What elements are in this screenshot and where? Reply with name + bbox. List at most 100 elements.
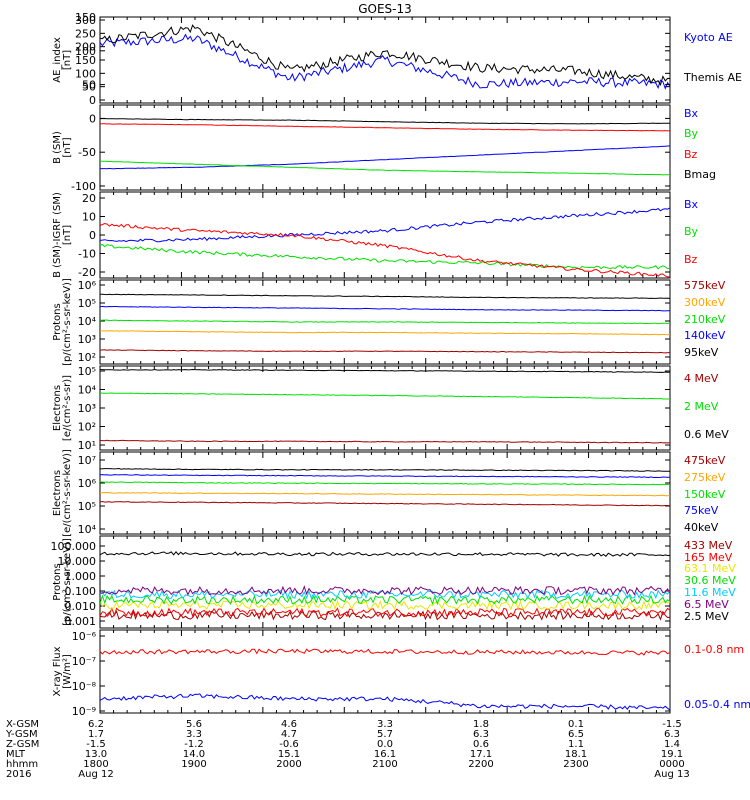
- series-protons_mev-63-1-mev: [100, 599, 670, 611]
- series-protons_mev-6-5-mev: [100, 585, 670, 596]
- x-row-value: -1.5: [86, 739, 106, 750]
- series-bsm-bz: [100, 123, 670, 132]
- x-row-value: 6.5: [568, 729, 584, 740]
- x-row-value: 4.6: [281, 719, 297, 730]
- x-row-value: 13.0: [85, 749, 107, 760]
- y-tick-label: 100: [75, 67, 96, 80]
- y-axis-label: Protons: [52, 303, 63, 340]
- series-protons_mev-433-mev: [100, 610, 670, 621]
- series-xray-0-1-0-8-nm: [100, 648, 670, 656]
- x-row-value: 3.3: [377, 719, 393, 730]
- legend-300kev: 300keV: [684, 296, 726, 309]
- series-bigrf-bz: [100, 222, 670, 278]
- y-tick-label: 0: [89, 112, 96, 125]
- x-row-value: 2300: [563, 759, 588, 770]
- legend-140kev: 140keV: [684, 329, 726, 342]
- y-tick-label: -20: [78, 266, 96, 279]
- x-row-value: 6.3: [473, 729, 489, 740]
- y-tick-label: 10.000: [58, 555, 97, 568]
- y-tick-label: 100.000: [51, 540, 97, 553]
- x-row-label-y-gsm: Y-GSM: [5, 729, 38, 740]
- y-tick-label: 200: [75, 41, 96, 54]
- y-tick-label: 20: [82, 192, 96, 205]
- legend-bz: Bz: [684, 253, 698, 266]
- legend-bz: Bz: [684, 148, 698, 161]
- y-axis-label: B (SM)-IGRF (SM): [52, 192, 63, 278]
- y-tick-label: 10⁵: [78, 297, 96, 310]
- series-bigrf-bx: [100, 207, 670, 243]
- legend-by: By: [684, 225, 699, 238]
- x-row-value: 5.7: [377, 729, 393, 740]
- legend-210kev: 210keV: [684, 313, 726, 326]
- x-row-label-mlt: MLT: [6, 749, 26, 760]
- x-row-value: 1900: [181, 759, 206, 770]
- y-axis-label: X-ray Flux: [52, 646, 63, 696]
- x-row-value: 0.1: [568, 719, 584, 730]
- y-tick-label: 10⁴: [78, 523, 97, 536]
- y-tick-label: 10³: [78, 333, 96, 346]
- legend-0-1-0-8-nm: 0.1-0.8 nm: [684, 643, 744, 656]
- y-tick-label: 50: [82, 79, 96, 92]
- series-electrons_mev-4-mev: [100, 439, 670, 444]
- y-tick-label: 10⁻⁹: [72, 705, 96, 718]
- panel-frame: [99, 16, 671, 104]
- series-bsm-bx: [100, 145, 670, 170]
- x-row-value: 5.6: [186, 719, 202, 730]
- x-axis-labels: X-GSM 6.2 5.6 4.6 3.3 1.8 0.1 -1.5 Y-GSM 1.7 3.3 4.…: [5, 719, 690, 780]
- legend-165-mev: 165 MeV: [684, 551, 733, 564]
- y-tick-label: 10³: [78, 402, 96, 415]
- x-row-value: 1.7: [88, 729, 104, 740]
- chart-title: GOES-13: [358, 2, 412, 16]
- y-tick-label: 10⁶: [78, 477, 97, 490]
- x-row-value: 17.1: [470, 749, 492, 760]
- y-tick-label: 0.010: [65, 600, 97, 613]
- series-protons_kev-140kev: [100, 305, 670, 312]
- legend-2-5-mev: 2.5 MeV: [684, 610, 729, 623]
- series-protons_kev-575kev: [100, 349, 670, 354]
- series-electrons_kev-150kev: [100, 481, 670, 486]
- legend-275kev: 275keV: [684, 471, 726, 484]
- panel-xray: 10⁻⁶ 10⁻⁷ 10⁻⁸ 10⁻⁹ X-ray Flux [W/m²] 0.1-0.8 …: [52, 629, 750, 718]
- x-row-value: 1.4: [664, 739, 680, 750]
- y-tick-label: 0: [89, 229, 96, 242]
- y-tick-label: 0: [89, 94, 96, 107]
- x-row-value: 18.1: [565, 749, 587, 760]
- y-tick-label: 10¹: [78, 439, 96, 452]
- series-protons_kev-300kev: [100, 330, 670, 336]
- series-ae-kyoto-ae: [100, 33, 670, 90]
- x-row-value: 15.1: [278, 749, 300, 760]
- legend-bmag: Bmag: [684, 168, 716, 181]
- series-electrons_kev-275kev: [100, 491, 670, 497]
- series-electrons_kev-40kev: [100, 467, 670, 472]
- legend-40kev: 40keV: [684, 521, 719, 534]
- legend-75kev: 75keV: [684, 504, 719, 517]
- x-row-value: 4.7: [281, 729, 297, 740]
- y-axis-label: Protons: [52, 563, 63, 600]
- y-axis-label: [nT]: [62, 50, 73, 70]
- y-tick-label: 10⁻⁸: [72, 680, 97, 693]
- legend-0-05-0-4-nm: 0.05-0.4 nm: [684, 698, 750, 711]
- x-row-label-z-gsm: Z-GSM: [6, 739, 39, 750]
- y-axis-label: Electrons: [52, 385, 63, 431]
- y-axis-label: B (SM): [52, 131, 63, 164]
- series-protons_kev-210kev: [100, 319, 670, 325]
- panel-bigrf: 20 10 0 -10 -20 B (SM)-IGRF (SM) [nT] Bx By Bz: [52, 191, 699, 279]
- y-axis-label: [nT]: [62, 137, 73, 157]
- y-tick-label: 0.001: [65, 615, 97, 628]
- series-bsm-by: [100, 160, 670, 176]
- x-row-value: 6.3: [664, 729, 680, 740]
- panel-electrons_mev: 10⁵ 10⁴ 10³ 10² 10¹ Electrons [e/(cm²-s-sr)] 4 …: [52, 365, 729, 452]
- y-tick-label: 50: [82, 81, 96, 94]
- x-row-label-x-gsm: X-GSM: [6, 719, 39, 730]
- series-electrons_kev-475kev: [100, 500, 670, 507]
- y-tick-label: 0.100: [65, 585, 97, 598]
- x-row-value: 0.6: [473, 739, 489, 750]
- x-row-value: 1.8: [473, 719, 489, 730]
- x-row-value: -1.5: [662, 719, 682, 730]
- series-xray-0-05-0-4-nm: [100, 693, 670, 711]
- panel-frame: [99, 191, 671, 279]
- legend-4-mev: 4 MeV: [684, 372, 719, 385]
- y-axis-label: [e/(cm²-s-sr)]: [62, 375, 73, 441]
- x-row-value: 6.2: [88, 719, 104, 730]
